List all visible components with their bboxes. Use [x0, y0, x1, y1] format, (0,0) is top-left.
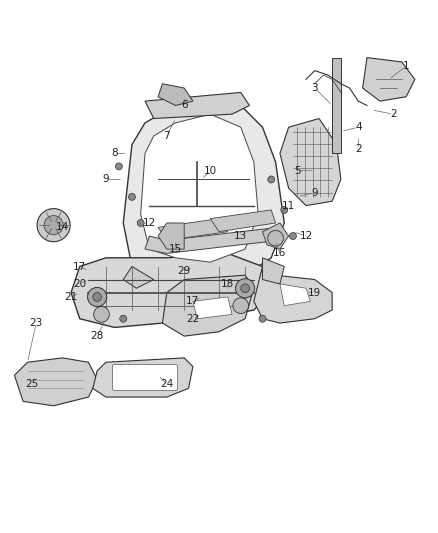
- Text: 6: 6: [181, 100, 187, 110]
- Polygon shape: [210, 210, 276, 232]
- Polygon shape: [280, 118, 341, 206]
- Text: 9: 9: [102, 174, 109, 184]
- Text: 2: 2: [355, 144, 362, 154]
- Circle shape: [236, 279, 254, 298]
- Text: 25: 25: [25, 379, 39, 389]
- Text: 11: 11: [282, 200, 295, 211]
- Circle shape: [94, 306, 110, 322]
- Text: 16: 16: [273, 248, 286, 259]
- Circle shape: [88, 287, 107, 306]
- Text: 24: 24: [160, 379, 173, 389]
- Polygon shape: [280, 284, 311, 305]
- Circle shape: [290, 232, 297, 239]
- Text: 12: 12: [300, 231, 313, 241]
- Polygon shape: [254, 266, 332, 323]
- Text: 19: 19: [308, 288, 321, 297]
- Circle shape: [268, 230, 283, 246]
- Circle shape: [93, 293, 102, 301]
- Circle shape: [137, 220, 144, 227]
- Polygon shape: [123, 97, 284, 288]
- Text: 4: 4: [355, 122, 362, 132]
- Polygon shape: [162, 275, 254, 336]
- Text: 18: 18: [221, 279, 234, 289]
- Text: 14: 14: [56, 222, 69, 232]
- Polygon shape: [141, 114, 258, 262]
- Circle shape: [268, 176, 275, 183]
- Text: 17: 17: [186, 296, 200, 306]
- Circle shape: [128, 193, 135, 200]
- Polygon shape: [93, 358, 193, 397]
- Polygon shape: [71, 254, 271, 327]
- Text: 28: 28: [91, 331, 104, 341]
- Polygon shape: [145, 228, 280, 254]
- Polygon shape: [262, 223, 289, 249]
- Circle shape: [281, 206, 288, 213]
- Text: 20: 20: [73, 279, 86, 289]
- Text: 10: 10: [204, 166, 217, 176]
- Circle shape: [37, 208, 70, 241]
- Text: 13: 13: [234, 231, 247, 241]
- Circle shape: [241, 284, 250, 293]
- Circle shape: [44, 215, 63, 235]
- FancyBboxPatch shape: [113, 365, 178, 391]
- Text: 15: 15: [169, 244, 182, 254]
- Polygon shape: [262, 258, 284, 284]
- Polygon shape: [158, 223, 184, 249]
- Circle shape: [233, 298, 249, 313]
- Circle shape: [259, 315, 266, 322]
- Polygon shape: [332, 58, 341, 154]
- Polygon shape: [158, 219, 228, 240]
- Polygon shape: [14, 358, 97, 406]
- Circle shape: [120, 315, 127, 322]
- Text: 12: 12: [143, 218, 156, 228]
- Text: 17: 17: [73, 262, 86, 271]
- Text: 23: 23: [30, 318, 43, 328]
- Text: 22: 22: [186, 314, 200, 324]
- Text: 9: 9: [311, 188, 318, 198]
- Polygon shape: [193, 297, 232, 319]
- Polygon shape: [123, 266, 154, 288]
- Polygon shape: [145, 92, 250, 118]
- Text: 7: 7: [163, 131, 170, 141]
- Polygon shape: [363, 58, 415, 101]
- Text: 3: 3: [311, 83, 318, 93]
- Text: 29: 29: [177, 266, 191, 276]
- Text: 8: 8: [111, 148, 118, 158]
- Text: 2: 2: [390, 109, 396, 119]
- Text: 5: 5: [294, 166, 300, 176]
- Text: 21: 21: [64, 292, 78, 302]
- Polygon shape: [158, 84, 193, 106]
- Circle shape: [116, 163, 122, 170]
- Text: 1: 1: [403, 61, 410, 71]
